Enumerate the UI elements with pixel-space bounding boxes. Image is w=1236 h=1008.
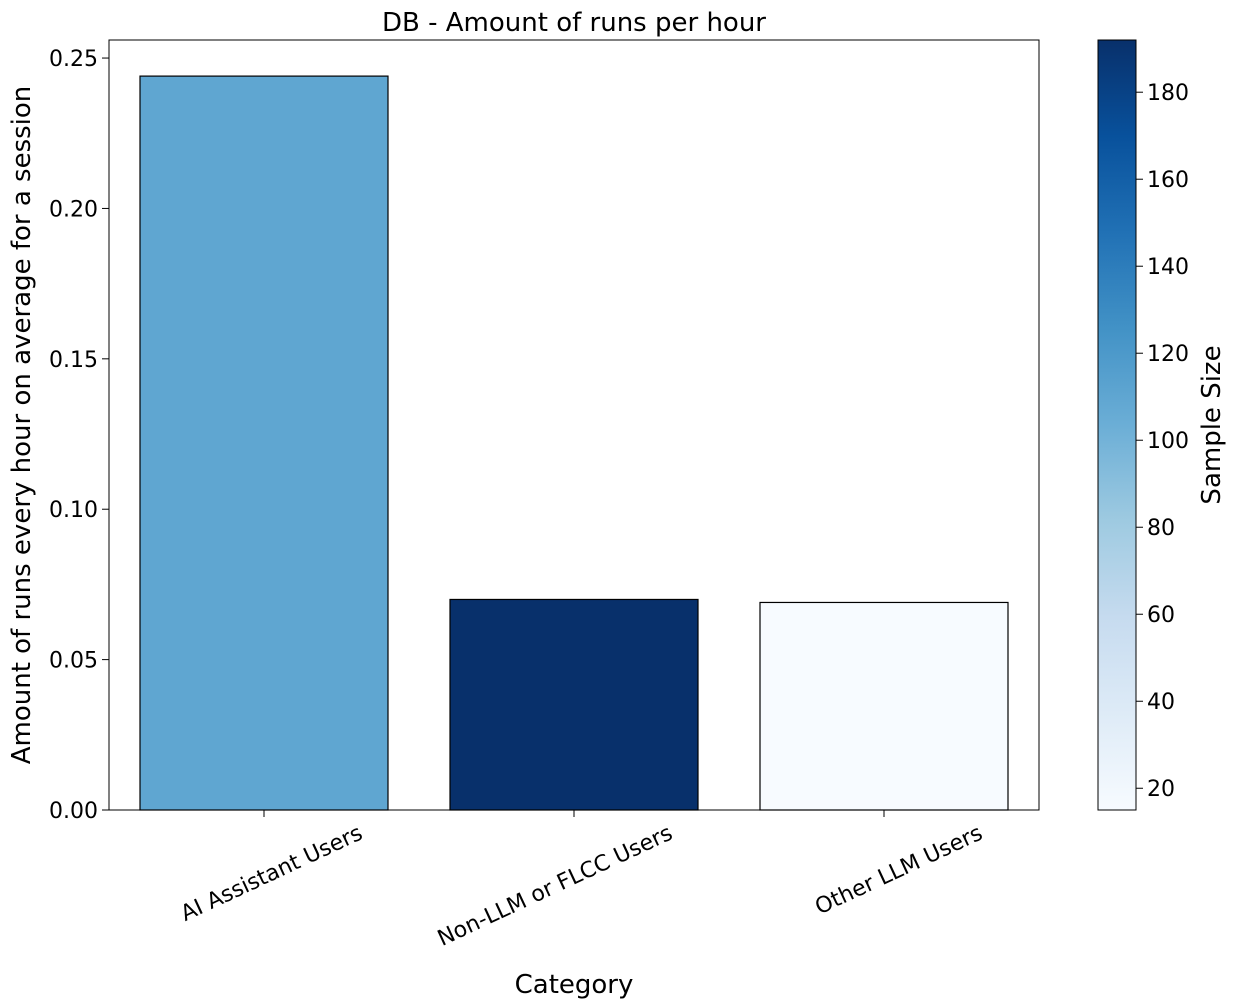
x-tick-label: Non-LLM or FLCC Users (434, 821, 677, 952)
colorbar-tick-label: 60 (1147, 603, 1175, 628)
bar (139, 75, 389, 811)
colorbar-tick-label: 100 (1147, 429, 1189, 454)
y-axis: 0.00 0.05 0.10 0.15 0.20 0.25 (49, 47, 109, 824)
x-tick-label: AI Assistant Users (177, 821, 366, 927)
y-tick-label: 0.05 (49, 649, 98, 674)
y-tick-label: 0.10 (49, 498, 98, 523)
colorbar-tick-label: 180 (1147, 81, 1189, 106)
bar (759, 601, 1009, 811)
colorbar-tick-label: 160 (1147, 168, 1189, 193)
bar (449, 598, 699, 811)
colorbar: 20 40 60 80 100 120 140 160 180 (1097, 39, 1189, 811)
y-tick-label: 0.15 (49, 348, 98, 373)
colorbar-tick-label: 20 (1147, 777, 1175, 802)
colorbar-tick-label: 120 (1147, 342, 1189, 367)
colorbar-label: Sample Size (1197, 345, 1227, 504)
y-axis-label: Amount of runs every hour on average for… (7, 86, 37, 765)
x-axis-label: Category (515, 970, 634, 1000)
colorbar-tick-label: 80 (1147, 516, 1175, 541)
x-tick-label: Other LLM Users (811, 821, 986, 920)
colorbar-gradient (1097, 39, 1137, 811)
chart-title: DB - Amount of runs per hour (382, 8, 766, 38)
x-axis: AI Assistant Users Non-LLM or FLCC Users O… (177, 810, 987, 952)
y-tick-label: 0.25 (49, 47, 98, 72)
y-tick-label: 0.20 (49, 197, 98, 222)
colorbar-tick-label: 140 (1147, 255, 1189, 280)
colorbar-tick-label: 40 (1147, 690, 1175, 715)
y-tick-label: 0.00 (49, 799, 98, 824)
bars-group (139, 75, 1009, 811)
